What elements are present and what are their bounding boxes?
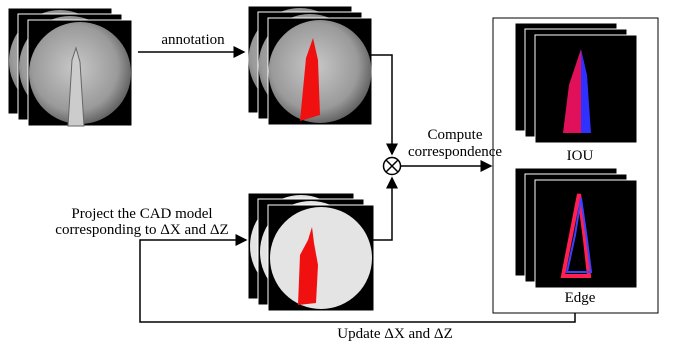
arrow-label: corresponding to ΔX and ΔZ bbox=[55, 222, 228, 238]
arrow-label: Compute bbox=[428, 127, 483, 143]
arrow-label: correspondence bbox=[408, 144, 502, 160]
arrow-label: Project the CAD model bbox=[71, 206, 212, 222]
image-frame bbox=[268, 18, 372, 125]
arrow-label: annotation bbox=[161, 32, 225, 48]
endoscope-view bbox=[269, 20, 372, 123]
image-stacks bbox=[8, 6, 637, 311]
image-frame bbox=[268, 205, 374, 311]
arrow bbox=[372, 178, 392, 240]
result-label: IOU bbox=[567, 148, 594, 164]
render-view bbox=[270, 207, 372, 309]
result-label: Edge bbox=[565, 290, 596, 306]
diagram: annotation Compute correspondence IOU Ed… bbox=[0, 0, 675, 347]
combine-operator bbox=[384, 158, 401, 175]
arrow bbox=[370, 55, 392, 154]
arrow-label: Update ΔX and ΔZ bbox=[337, 326, 453, 342]
